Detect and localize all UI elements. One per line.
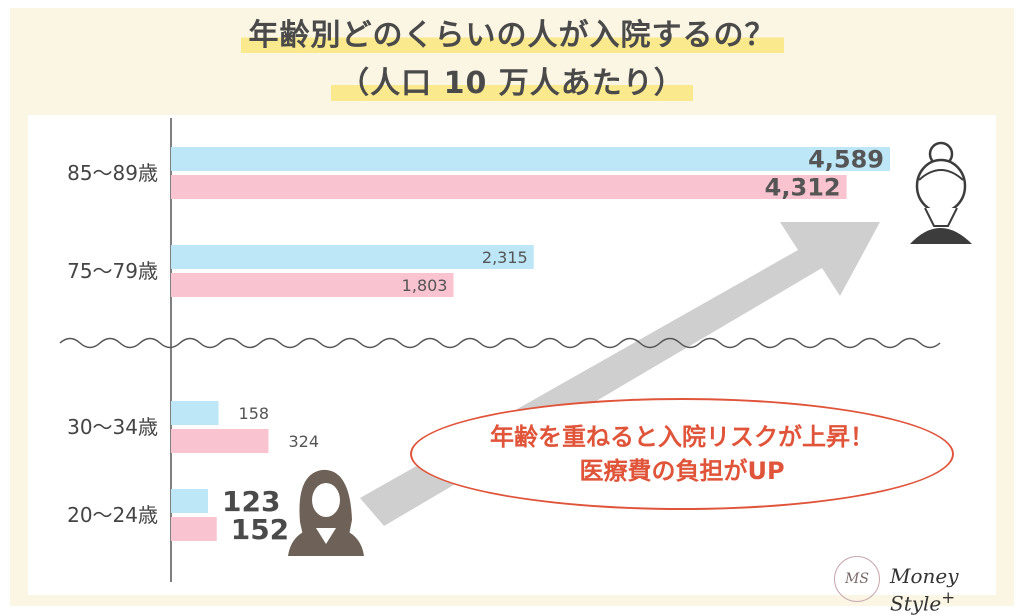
bar-2-0 [171,401,219,425]
value-label-2-0: 158 [239,404,270,423]
value-label-3-1: 152 [231,513,289,546]
category-label-0: 85〜89歳 [67,161,158,185]
brand-plus: + [941,588,956,607]
callout-line1: 年齢を重ねると入院リスクが上昇！ [490,423,874,451]
brand-name: Money Style+ [890,564,1012,616]
brand-mark: MS [834,556,880,602]
value-label-2-1: 324 [288,432,319,451]
category-label-3: 20〜24歳 [67,503,158,527]
value-label-0-1: 4,312 [765,174,841,202]
chart-subtitle: （人口 10 万人あたり） [0,58,1024,102]
callout-bubble: 年齢を重ねると入院リスクが上昇！ 医療費の負担がUP [410,398,954,510]
bar-1-1 [171,273,454,297]
bar-0-1 [171,175,847,199]
value-label-1-1: 1,803 [402,276,448,295]
elderly-person-icon [910,141,972,244]
chart-title: 年齢別どのくらいの人が入院するの？ [0,10,1024,54]
axis-break-wave [59,337,941,349]
bar-0-0 [171,147,890,171]
category-label-1: 75〜79歳 [67,259,158,283]
value-label-0-0: 4,589 [808,146,884,174]
category-label-2: 30〜34歳 [67,415,158,439]
callout-line2: 医療費の負担がUP [579,457,785,485]
young-person-icon [288,469,364,556]
bar-2-1 [171,429,269,453]
people-illustrations [288,141,972,556]
value-label-3-0: 123 [222,485,280,518]
brand-logo: MS Money Style+ [832,552,1012,616]
bars [59,118,941,582]
bar-3-0 [171,489,208,513]
value-label-1-0: 2,315 [482,248,528,267]
brand-name-text: Money Style [890,564,959,616]
chart-subtitle-text: （人口 10 万人あたり） [331,66,693,101]
bar-1-0 [171,245,534,269]
bar-3-1 [171,517,217,541]
chart-title-text: 年齢別どのくらいの人が入院するの？ [240,18,784,53]
